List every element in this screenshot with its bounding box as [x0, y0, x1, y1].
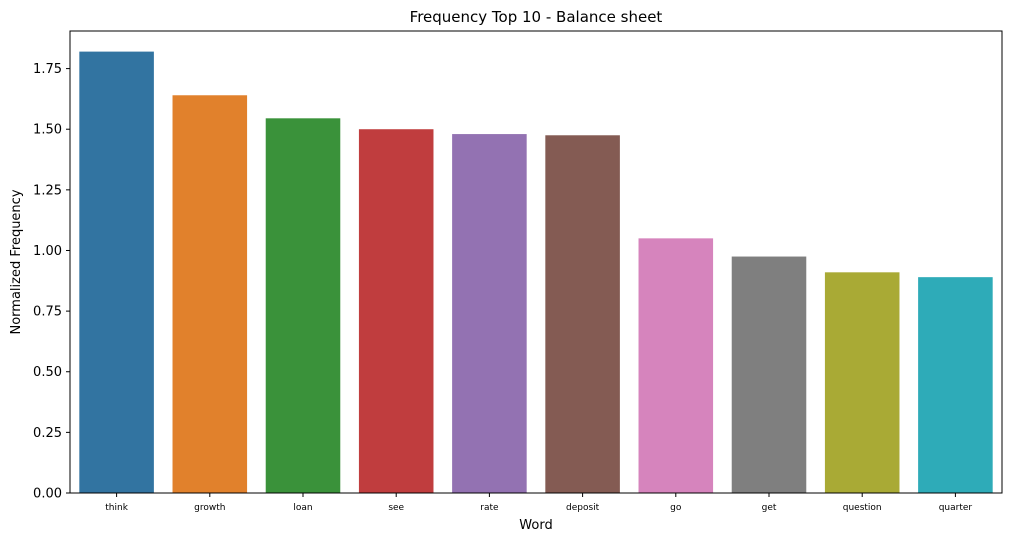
bar-growth — [172, 95, 248, 494]
x-axis-ticks: think growth loan see rate deposit go get questi… — [105, 493, 972, 513]
plot-frame — [69, 30, 1003, 494]
bar-deposit — [545, 135, 620, 493]
x-tick-label: go — [670, 503, 682, 513]
x-axis-title: Word — [519, 518, 552, 533]
y-tick-label: 1.50 — [33, 123, 62, 138]
x-tick-label: loan — [293, 503, 312, 513]
bar-see — [358, 129, 434, 493]
x-tick-label: question — [843, 503, 882, 513]
bar-question — [824, 272, 900, 493]
x-tick-label: rate — [480, 503, 499, 513]
y-axis-ticks: 0.00 0.25 0.50 0.75 1.00 1.25 1.50 1.75 — [33, 62, 70, 502]
x-tick-label: think — [105, 503, 128, 513]
y-tick-label: 0.75 — [33, 305, 62, 320]
y-tick-label: 0.00 — [33, 487, 62, 502]
bar-get — [731, 256, 807, 493]
x-tick-label: deposit — [566, 503, 600, 513]
y-tick-label: 0.25 — [33, 426, 62, 441]
x-tick-label: get — [762, 503, 777, 513]
y-tick-label: 0.50 — [33, 365, 62, 380]
y-tick-label: 1.75 — [33, 62, 62, 77]
bars-group — [79, 51, 993, 494]
x-tick-label: see — [388, 503, 404, 513]
y-axis-title: Normalized Frequency — [9, 189, 24, 334]
chart-title: Frequency Top 10 - Balance sheet — [410, 8, 663, 26]
y-tick-label: 1.25 — [33, 183, 62, 198]
bar-go — [638, 238, 714, 493]
bar-loan — [265, 118, 341, 493]
x-tick-label: quarter — [939, 503, 973, 513]
bar-quarter — [918, 277, 993, 493]
bar-think — [79, 51, 154, 494]
x-tick-label: growth — [194, 503, 225, 513]
y-tick-label: 1.00 — [33, 244, 62, 259]
bar-rate — [452, 134, 527, 493]
